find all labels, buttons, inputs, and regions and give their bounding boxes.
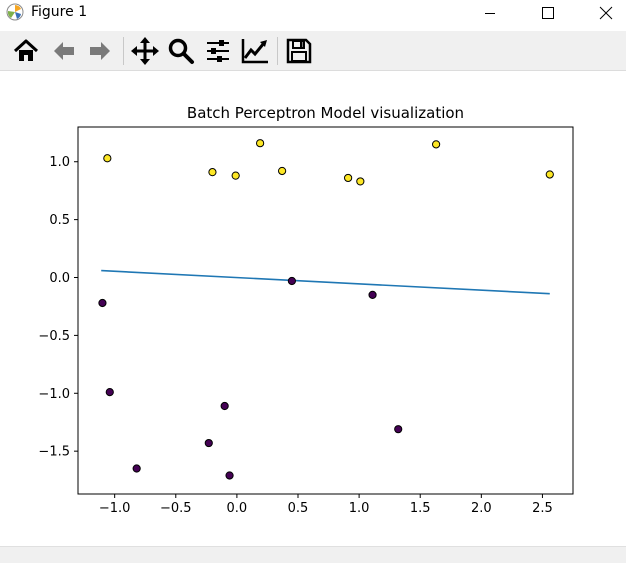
minimize-icon xyxy=(485,13,495,14)
matplotlib-logo-icon xyxy=(6,3,24,21)
edit-axes-button[interactable] xyxy=(239,35,271,67)
minimize-button[interactable] xyxy=(462,0,518,26)
x-tick-label: 2.0 xyxy=(471,501,492,516)
save-button[interactable] xyxy=(283,35,315,67)
back-button[interactable] xyxy=(48,35,80,67)
back-arrow-icon xyxy=(54,42,74,60)
close-button[interactable] xyxy=(578,0,626,26)
x-tick-label: 0.0 xyxy=(227,501,248,516)
decision-boundary-line xyxy=(101,269,550,295)
pan-icon xyxy=(131,37,159,65)
data-point-class-0 xyxy=(98,298,107,308)
data-point-class-1 xyxy=(344,173,353,183)
x-tick-label: 1.0 xyxy=(349,501,370,516)
zoom-icon xyxy=(168,38,194,64)
data-point-class-0 xyxy=(105,388,114,397)
y-tick-label: 0.0 xyxy=(49,271,70,286)
data-point-class-1 xyxy=(545,170,554,179)
forward-arrow-icon xyxy=(90,42,110,60)
data-point-class-1 xyxy=(103,154,112,163)
data-point-class-0 xyxy=(287,276,296,286)
y-tick-label: 0.5 xyxy=(49,213,70,228)
axes-frame xyxy=(77,126,574,495)
forward-button[interactable] xyxy=(84,35,116,67)
x-tick-label: 2.5 xyxy=(532,501,553,516)
save-icon xyxy=(286,38,312,64)
toolbar-separator xyxy=(123,37,124,65)
data-point-class-1 xyxy=(256,139,265,148)
y-tick-label: −0.5 xyxy=(38,329,70,344)
x-tick-label: −0.5 xyxy=(160,501,192,516)
home-button[interactable] xyxy=(10,35,42,67)
y-tick-label: 1.0 xyxy=(49,155,70,170)
close-icon xyxy=(599,6,613,20)
x-tick-label: 1.5 xyxy=(410,501,431,516)
status-bar xyxy=(0,546,626,563)
data-point-class-1 xyxy=(231,171,240,180)
pan-button[interactable] xyxy=(129,35,161,67)
edit-axes-icon xyxy=(241,39,268,64)
configure-subplots-button[interactable] xyxy=(202,35,234,67)
x-tick-label: 0.5 xyxy=(288,501,309,516)
x-tick-label: −1.0 xyxy=(99,501,131,516)
navigation-toolbar xyxy=(0,31,626,71)
maximize-button[interactable] xyxy=(520,0,576,26)
data-point-class-0 xyxy=(368,290,377,299)
home-icon xyxy=(13,39,39,61)
zoom-button[interactable] xyxy=(165,35,197,67)
data-point-class-0 xyxy=(225,471,234,480)
data-point-class-0 xyxy=(394,425,403,434)
window-title: Figure 1 xyxy=(31,4,88,20)
maximize-icon xyxy=(542,7,554,19)
title-bar: Figure 1 xyxy=(0,0,626,26)
data-point-class-0 xyxy=(204,438,213,448)
data-point-class-1 xyxy=(356,177,365,186)
y-tick-label: −1.5 xyxy=(38,445,70,460)
data-point-class-1 xyxy=(278,166,287,176)
subplots-icon xyxy=(207,40,229,62)
data-point-class-1 xyxy=(432,140,441,149)
toolbar-separator xyxy=(277,37,278,65)
figure-canvas[interactable]: Batch Perceptron Model visualization −1.0… xyxy=(0,71,626,546)
y-tick-label: −1.0 xyxy=(38,387,70,402)
scatter-chart: Batch Perceptron Model visualization −1.0… xyxy=(38,104,574,516)
data-point-class-0 xyxy=(220,401,229,411)
chart-title: Batch Perceptron Model visualization xyxy=(187,104,464,122)
data-point-class-0 xyxy=(132,464,141,473)
data-point-class-1 xyxy=(208,168,217,177)
